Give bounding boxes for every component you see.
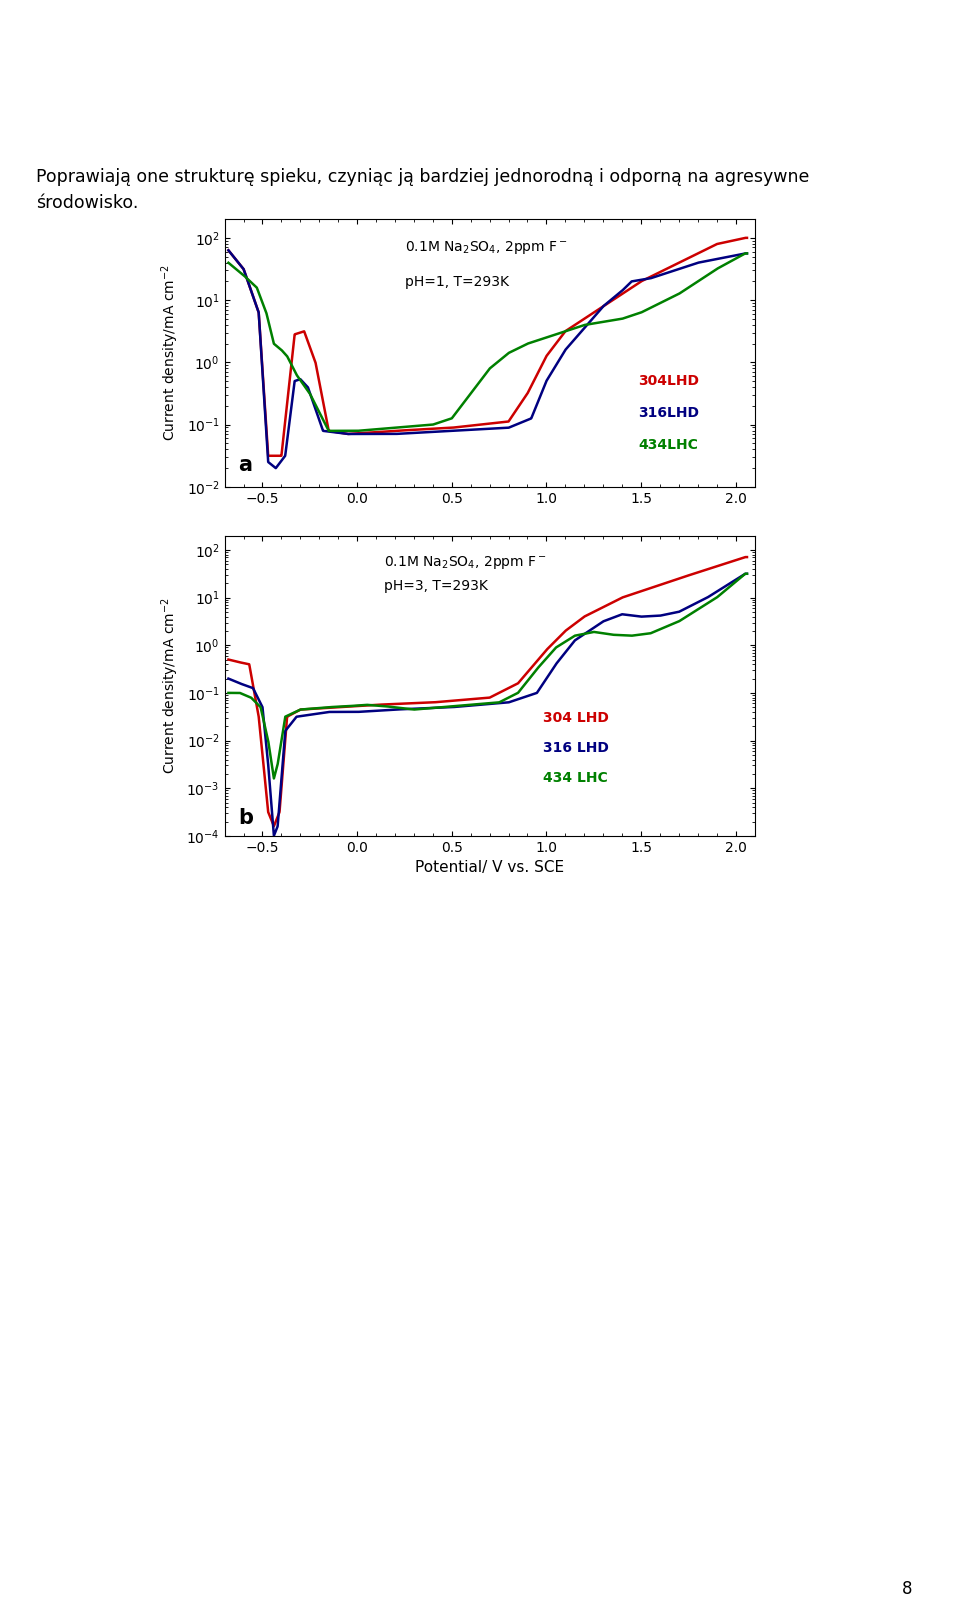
Text: 304LHD: 304LHD	[638, 375, 699, 388]
Text: 0.1M Na$_2$SO$_4$, 2ppm F$^-$: 0.1M Na$_2$SO$_4$, 2ppm F$^-$	[405, 239, 567, 256]
Text: pH=1, T=293K: pH=1, T=293K	[405, 274, 509, 289]
Text: 434 LHC: 434 LHC	[542, 771, 608, 786]
Y-axis label: Current density/mA cm$^{-2}$: Current density/mA cm$^{-2}$	[159, 597, 180, 774]
Text: 304 LHD: 304 LHD	[542, 711, 609, 725]
X-axis label: Potential/ V vs. SCE: Potential/ V vs. SCE	[415, 860, 564, 875]
Text: 434LHC: 434LHC	[638, 438, 698, 453]
Text: 316 LHD: 316 LHD	[542, 740, 609, 755]
Text: pH=3, T=293K: pH=3, T=293K	[384, 579, 488, 592]
Text: Poprawiają one strukturę spieku, czyniąc ją bardziej jednorodną i odporną na agr: Poprawiają one strukturę spieku, czyniąc…	[36, 167, 810, 185]
Text: b: b	[238, 808, 252, 828]
Text: środowisko.: środowisko.	[36, 193, 139, 211]
Text: 8: 8	[901, 1579, 912, 1597]
Text: 0.1M Na$_2$SO$_4$, 2ppm F$^-$: 0.1M Na$_2$SO$_4$, 2ppm F$^-$	[384, 553, 546, 571]
Text: 316LHD: 316LHD	[638, 406, 699, 420]
Text: a: a	[238, 454, 252, 476]
Y-axis label: Current density/mA cm$^{-2}$: Current density/mA cm$^{-2}$	[159, 265, 181, 441]
